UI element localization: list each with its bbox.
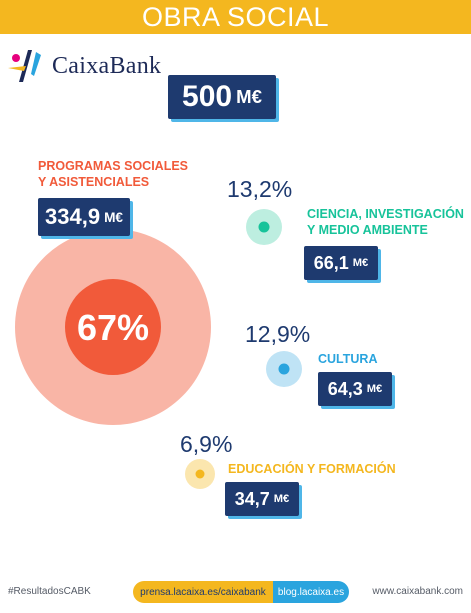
programas-label-line1: PROGRAMAS SOCIALES xyxy=(38,159,189,173)
footer-website[interactable]: www.caixabank.com xyxy=(372,586,463,597)
educacion-value-box: 34,7 M€ xyxy=(225,482,299,516)
ciencia-percent: 13,2% xyxy=(227,176,293,202)
programas-unit: M€ xyxy=(104,209,123,225)
header-bar: OBRA SOCIAL xyxy=(0,0,471,34)
footer-hashtag: #ResultadosCABK xyxy=(8,586,91,597)
page-title: OBRA SOCIAL xyxy=(141,1,330,32)
cultura-percent: 12,9% xyxy=(245,321,311,347)
programas-percent: 67% xyxy=(77,307,149,348)
programas-value-box: 334,9 M€ xyxy=(38,198,130,236)
total-box: 500 M€ xyxy=(168,75,276,119)
cultura-label: CULTURA xyxy=(318,352,378,366)
ciencia-inner-bubble xyxy=(258,221,270,233)
caixabank-star-logo-icon xyxy=(8,50,41,82)
total-unit: M€ xyxy=(236,86,262,107)
programas-label: PROGRAMAS SOCIALES Y ASISTENCIALES xyxy=(38,158,188,190)
cultura-unit: M€ xyxy=(366,383,383,395)
footer-link-prensa[interactable]: prensa.lacaixa.es/caixabank xyxy=(133,581,273,603)
ciencia-label: CIENCIA, INVESTIGACIÓN Y MEDIO AMBIENTE xyxy=(307,206,464,238)
educacion-unit: M€ xyxy=(273,493,290,505)
total-value: 500 xyxy=(182,80,233,113)
programas-label-line2: Y ASISTENCIALES xyxy=(38,175,150,189)
cultura-value-box: 64,3 M€ xyxy=(318,372,392,406)
ciencia-label-line1: CIENCIA, INVESTIGACIÓN xyxy=(307,207,464,221)
programas-inner-bubble xyxy=(65,279,161,375)
programas-value: 334,9 xyxy=(45,204,101,229)
ciencia-value-box: 66,1 M€ xyxy=(304,246,378,280)
ciencia-label-line2: Y MEDIO AMBIENTE xyxy=(307,223,428,237)
educacion-value: 34,7 xyxy=(234,488,270,509)
ciencia-unit: M€ xyxy=(352,257,369,269)
caixabank-logo: CaixaBank xyxy=(6,48,161,84)
footer-link-blog[interactable]: blog.lacaixa.es xyxy=(273,581,349,603)
cultura-inner-bubble xyxy=(278,363,290,375)
footer: #ResultadosCABK prensa.lacaixa.es/caixab… xyxy=(0,579,471,605)
cultura-value: 64,3 xyxy=(327,378,363,399)
educacion-label: EDUCACIÓN Y FORMACIÓN xyxy=(228,462,396,476)
ciencia-value: 66,1 xyxy=(313,252,349,273)
educacion-inner-bubble xyxy=(195,469,205,479)
logo-text: CaixaBank xyxy=(52,52,162,79)
educacion-percent: 6,9% xyxy=(180,431,233,457)
